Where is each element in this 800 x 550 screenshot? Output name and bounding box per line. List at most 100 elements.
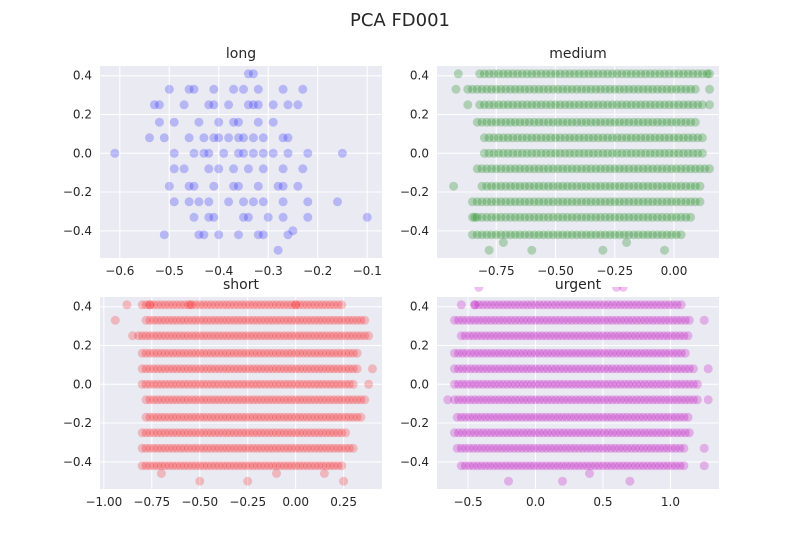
data-point [498,428,508,438]
data-point [541,69,551,79]
data-point [680,428,690,438]
data-point [222,331,232,341]
data-point [145,364,155,374]
data-point [506,364,516,374]
data-point [241,315,251,325]
data-point [629,197,639,207]
data-point [690,84,700,94]
data-point [318,379,327,389]
data-point [498,133,508,143]
data-point [648,230,658,240]
data-point [199,412,209,422]
data-point [616,379,625,389]
data-point [563,428,573,438]
data-point [612,133,622,143]
data-point [537,331,547,341]
data-point [325,443,335,453]
data-point [133,331,143,341]
data-point [321,395,331,405]
data-point [168,379,178,389]
y-tick-label: 0.4 [410,69,429,83]
data-point [671,84,681,94]
data-point [310,364,320,374]
data-point [486,428,496,438]
data-point [210,331,220,341]
data-point [506,212,515,222]
data-point [233,461,243,471]
data-point [225,300,235,310]
data-point [605,117,615,127]
data-point [272,461,281,471]
data-point [620,379,630,389]
data-point [287,395,297,405]
data-point [502,315,512,325]
data-point [647,412,656,422]
data-point [624,164,634,174]
data-point [583,300,593,310]
data-point [310,315,320,325]
data-point [199,230,209,240]
data-point [679,331,689,341]
data-point [149,443,159,453]
data-point [616,395,625,405]
data-point [612,287,621,292]
data-point [636,300,646,310]
data-point [596,230,605,240]
data-point [494,100,504,110]
data-point [570,461,580,471]
data-point [571,348,581,358]
data-point [622,443,632,453]
data-point [145,315,155,325]
data-point [484,100,494,110]
data-point [356,331,366,341]
x-tick-label: −0.4 [204,264,233,278]
data-point [509,412,519,422]
data-point [513,443,523,453]
data-point [584,133,594,143]
scatter-points [110,69,372,255]
data-point [587,395,597,405]
data-point [643,164,653,174]
data-point [688,364,698,374]
data-point [337,428,347,438]
data-point [202,300,212,310]
data-point [153,412,163,422]
data-point [555,428,565,438]
data-point [168,331,178,341]
data-point [684,364,694,374]
data-point [522,315,532,325]
data-point [581,181,591,191]
data-point [458,348,468,358]
data-point [656,364,666,374]
data-point [233,428,243,438]
data-point [549,443,559,453]
data-point [697,69,707,79]
data-point [547,379,557,389]
data-point [539,348,549,358]
data-point [287,348,297,358]
data-point [668,300,678,310]
data-point [204,164,214,174]
data-point [501,117,511,127]
data-point [612,315,621,325]
data-point [241,412,251,422]
data-point [578,331,588,341]
data-point [454,395,464,405]
data-point [473,461,482,471]
data-point [663,412,673,422]
data-point [252,395,262,405]
data-point [624,300,634,310]
data-point [145,300,155,310]
data-point [321,428,331,438]
data-point [656,348,666,358]
data-point [275,379,285,389]
data-point [641,69,650,79]
data-point [643,212,653,222]
data-point [688,69,698,79]
data-point [348,443,358,453]
data-point [195,315,205,325]
data-point [624,212,634,222]
data-point [567,84,577,94]
data-point [493,443,503,453]
data-point [692,379,702,389]
